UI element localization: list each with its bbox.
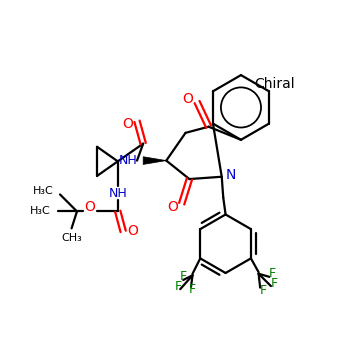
Text: N: N bbox=[226, 168, 236, 182]
Text: H₃C: H₃C bbox=[30, 206, 51, 216]
Text: F: F bbox=[189, 283, 196, 296]
Text: F: F bbox=[269, 267, 276, 280]
Text: O: O bbox=[182, 92, 193, 106]
Text: H₃C: H₃C bbox=[33, 187, 54, 196]
Text: O: O bbox=[167, 200, 178, 214]
Text: CH₃: CH₃ bbox=[61, 233, 82, 243]
Text: NH: NH bbox=[118, 154, 137, 167]
Text: F: F bbox=[175, 280, 182, 293]
Text: F: F bbox=[271, 277, 278, 290]
Polygon shape bbox=[143, 157, 166, 164]
Text: F: F bbox=[180, 270, 187, 284]
Text: NH: NH bbox=[108, 187, 127, 200]
Text: O: O bbox=[84, 200, 95, 214]
Text: Chiral: Chiral bbox=[254, 77, 294, 91]
Text: O: O bbox=[122, 117, 133, 131]
Text: F: F bbox=[260, 284, 267, 297]
Text: O: O bbox=[127, 224, 138, 238]
